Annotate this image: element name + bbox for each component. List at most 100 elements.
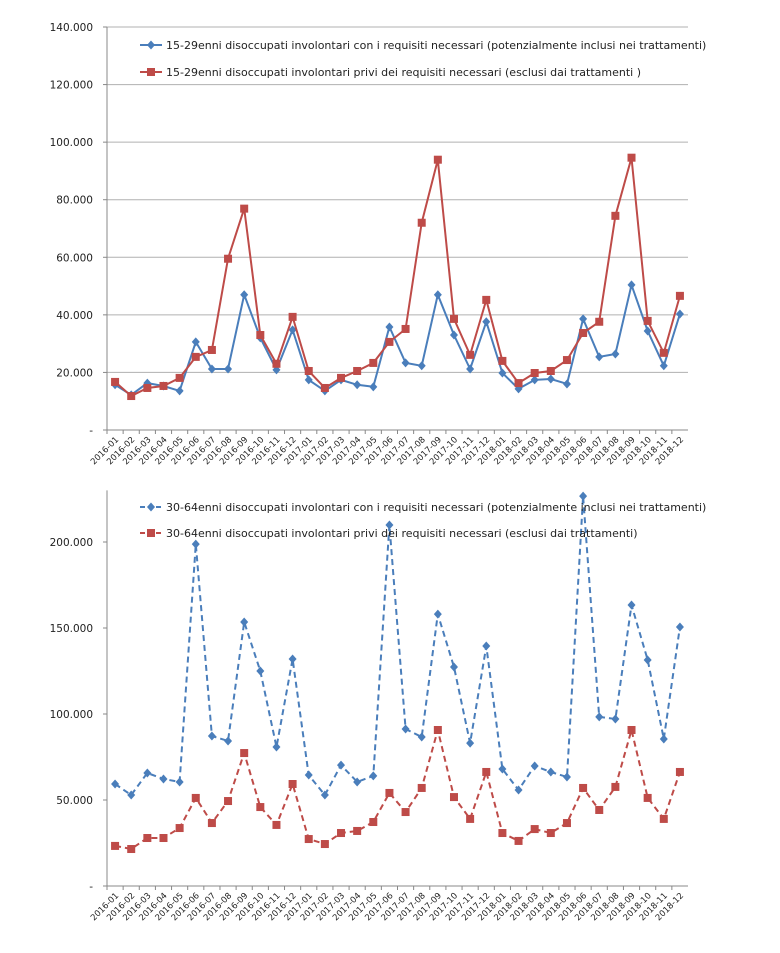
data-point-0: [659, 734, 668, 744]
data-point-1: [256, 331, 265, 340]
data-point-0: [643, 655, 652, 665]
data-point-1: [595, 805, 604, 814]
data-point-1: [353, 826, 362, 835]
data-point-0: [175, 386, 184, 396]
data-point-1: [224, 254, 233, 263]
series-line-0: [114, 496, 681, 797]
legend-marker-0: [147, 502, 155, 512]
data-point-0: [369, 382, 378, 392]
data-point-0: [627, 280, 636, 290]
data-point-0: [417, 732, 426, 742]
data-point-0: [595, 352, 604, 362]
data-point-0: [433, 609, 442, 619]
legend-marker-0: [147, 40, 155, 50]
data-point-1: [320, 383, 329, 392]
data-point-1: [562, 819, 571, 828]
data-point-1: [401, 324, 410, 333]
data-point-0: [369, 771, 378, 781]
data-point-1: [546, 366, 555, 375]
y-tick-label: 120.000: [50, 80, 93, 92]
data-point-1: [611, 211, 620, 220]
data-point-1: [175, 373, 184, 382]
data-point-1: [207, 819, 216, 828]
y-tick-label: 80.000: [56, 195, 93, 207]
data-point-0: [224, 364, 233, 374]
data-point-1: [579, 328, 588, 337]
data-point-0: [611, 714, 620, 724]
data-point-1: [369, 358, 378, 367]
data-point-0: [207, 731, 216, 741]
data-point-0: [353, 380, 362, 390]
data-point-0: [433, 290, 442, 300]
data-point-1: [514, 379, 523, 388]
data-point-1: [385, 788, 394, 797]
data-point-1: [482, 295, 491, 304]
y-tick-label: 200.000: [50, 537, 93, 549]
data-point-1: [546, 829, 555, 838]
data-point-1: [449, 793, 458, 802]
data-point-1: [272, 359, 281, 368]
data-point-1: [498, 356, 507, 365]
legend-label-1: 30-64enni disoccupati involontari privi …: [166, 527, 638, 540]
data-point-0: [337, 760, 346, 770]
data-point-0: [546, 767, 555, 777]
data-point-1: [433, 155, 442, 164]
data-point-0: [159, 774, 168, 784]
data-point-1: [611, 782, 620, 791]
data-point-1: [627, 725, 636, 734]
data-point-0: [207, 364, 216, 374]
y-tick-label: 50.000: [56, 795, 93, 807]
data-point-1: [337, 373, 346, 382]
data-point-1: [466, 350, 475, 359]
data-point-0: [546, 374, 555, 384]
data-point-0: [417, 361, 426, 371]
data-point-1: [498, 829, 507, 838]
data-point-0: [240, 290, 249, 300]
data-point-0: [449, 330, 458, 340]
data-point-1: [530, 825, 539, 834]
data-point-1: [353, 366, 362, 375]
legend-marker-1: [147, 68, 155, 76]
legend-marker-1: [147, 529, 155, 537]
data-point-0: [240, 617, 249, 627]
data-point-1: [675, 767, 684, 776]
data-point-1: [191, 352, 200, 361]
data-point-0: [224, 736, 233, 746]
data-point-1: [207, 345, 216, 354]
data-point-0: [143, 768, 152, 778]
chart-30-64: -50.000100.000150.000200.0002016-012016-…: [50, 490, 706, 923]
data-point-0: [304, 375, 313, 385]
data-point-1: [159, 834, 168, 843]
data-point-0: [449, 662, 458, 672]
data-point-0: [579, 491, 588, 501]
data-point-0: [304, 770, 313, 780]
data-point-0: [530, 375, 539, 385]
data-point-0: [272, 742, 281, 752]
data-point-0: [482, 317, 491, 327]
y-tick-label: 60.000: [56, 252, 93, 264]
data-point-0: [562, 772, 571, 782]
data-point-1: [643, 793, 652, 802]
data-point-0: [595, 712, 604, 722]
data-point-1: [159, 381, 168, 390]
data-point-0: [353, 777, 362, 787]
data-point-1: [579, 783, 588, 792]
data-point-1: [304, 366, 313, 375]
data-point-1: [127, 845, 136, 854]
data-point-0: [498, 764, 507, 774]
data-point-1: [256, 803, 265, 812]
data-point-1: [449, 314, 458, 323]
data-point-1: [514, 836, 523, 845]
data-point-0: [659, 361, 668, 371]
legend-label-0: 30-64enni disoccupati involontari con i …: [166, 501, 706, 514]
data-point-1: [659, 814, 668, 823]
data-point-0: [611, 349, 620, 359]
data-point-1: [627, 153, 636, 162]
data-point-0: [579, 314, 588, 324]
data-point-1: [417, 783, 426, 792]
data-point-0: [643, 326, 652, 336]
legend-label-1: 15-29enni disoccupati involontari privi …: [166, 66, 641, 79]
data-point-0: [385, 322, 394, 332]
data-point-0: [127, 790, 136, 800]
data-point-1: [191, 793, 200, 802]
